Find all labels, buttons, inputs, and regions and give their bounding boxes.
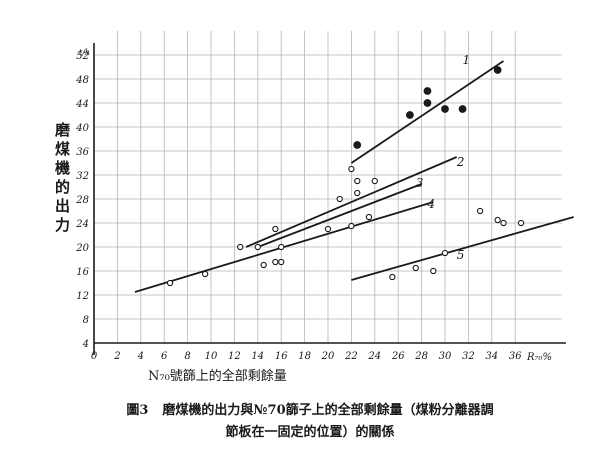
data-point-filled: [441, 105, 449, 113]
data-point-filled: [423, 87, 432, 95]
trend-line-3: [257, 183, 422, 248]
x-tick-label: 4: [137, 351, 144, 362]
x-tick-label: 12: [228, 351, 241, 362]
data-point-open: [237, 243, 244, 251]
x-tick-label: 20: [321, 351, 335, 362]
data-point-open: [500, 219, 507, 227]
data-point-open: [441, 249, 449, 257]
data-point-filled: [423, 99, 432, 107]
data-point-open: [354, 189, 361, 197]
trend-line-1: [350, 60, 505, 164]
data-point-open: [389, 273, 396, 281]
data-point-open: [365, 213, 373, 221]
data-point-open: [166, 279, 174, 287]
data-point-filled: [406, 111, 414, 119]
data-point-open: [278, 258, 285, 266]
x-tick-label: 32: [462, 351, 475, 362]
regression-lines: 1 2 34 5: [134, 53, 574, 293]
data-point-open: [272, 258, 279, 266]
x-axis-label: N₇₀號篩上的全部剩餘量: [148, 368, 287, 384]
x-tick-label: 10: [205, 351, 218, 362]
data-points: [166, 66, 525, 287]
data-point-open: [494, 216, 501, 224]
y-tick-label: 12: [76, 291, 89, 302]
data-point-open: [201, 270, 209, 278]
y-tick-label: 32: [76, 171, 89, 182]
x-tick-label: 22: [344, 351, 358, 362]
grid: [94, 31, 562, 343]
x-tick-label: 18: [298, 351, 311, 362]
figure-number: 圖3: [126, 403, 149, 418]
data-point-open: [336, 195, 343, 203]
x-tick-label: 26: [391, 351, 405, 362]
figure-caption-line2: 節板在一固定的位置）的關係: [40, 421, 580, 440]
trend-line-label-3: 3: [416, 176, 424, 190]
data-point-open: [476, 207, 484, 215]
data-point-open: [517, 219, 525, 227]
y-tick-label: 24: [75, 219, 89, 230]
caption-text-line1: 磨煤機的出力與№70篩子上的全部剩餘量（煤粉分離器調: [162, 403, 494, 418]
x-axis-unit: R₇₀%: [526, 352, 552, 363]
trend-line-label-5: 5: [457, 248, 465, 262]
trend-line-2: [245, 156, 458, 248]
y-tick-label: 20: [75, 243, 89, 254]
x-tick-label: 14: [251, 351, 264, 362]
caption-text-line2: 節板在一固定的位置）的關係: [225, 425, 395, 440]
data-point-open: [412, 264, 419, 272]
y-tick-label: 36: [76, 147, 89, 158]
figure-caption: 圖3 磨煤機的出力與№70篩子上的全部剩餘量（煤粉分離器調: [40, 399, 580, 418]
data-point-filled: [458, 105, 467, 113]
data-point-open: [348, 165, 355, 173]
x-tick-label: 16: [275, 351, 288, 362]
x-tick-label: 36: [509, 351, 522, 362]
y-tick-label: 48: [75, 75, 89, 86]
y-tick-label: 16: [76, 267, 89, 278]
data-point-open: [324, 225, 332, 233]
y-tick-label: 44: [75, 99, 89, 110]
axes: [93, 43, 566, 355]
x-tick-label: 0: [91, 351, 98, 362]
data-point-open: [348, 222, 355, 230]
data-point-open: [354, 177, 361, 185]
data-point-open: [371, 177, 378, 185]
x-tick-label: 24: [367, 351, 381, 362]
y-axis-label: 磨煤機的出力: [53, 121, 71, 236]
data-point-open: [254, 243, 261, 251]
y-axis-unit: t/h: [79, 48, 90, 57]
data-point-open: [272, 225, 279, 233]
x-tick-label: 34: [485, 351, 498, 362]
data-point-open: [260, 261, 267, 269]
x-tick-label: 28: [414, 351, 428, 362]
y-tick-label: 4: [82, 339, 89, 350]
y-tick-label: 8: [83, 315, 89, 326]
data-point-open: [430, 267, 437, 275]
data-point-filled: [353, 141, 362, 149]
tick-labels: 0 2 4 6 8 10 12 14 16 18 20 22 24 26 28 30 32 34 364812162…: [75, 51, 522, 362]
trend-line-label-2: 2: [456, 155, 465, 169]
x-tick-label: 30: [439, 351, 452, 362]
data-point-filled: [493, 66, 502, 74]
y-tick-label: 28: [75, 195, 89, 206]
trend-line-label-1: 1: [463, 53, 471, 67]
trend-line-label-4: 4: [426, 197, 435, 211]
x-tick-label: 2: [113, 351, 120, 362]
x-tick-label: 6: [161, 351, 168, 362]
x-tick-label: 8: [184, 351, 190, 362]
trend-line-5: [351, 216, 574, 281]
data-point-open: [278, 243, 285, 251]
y-tick-label: 40: [75, 123, 89, 134]
y-tick-label: 52: [76, 51, 89, 62]
